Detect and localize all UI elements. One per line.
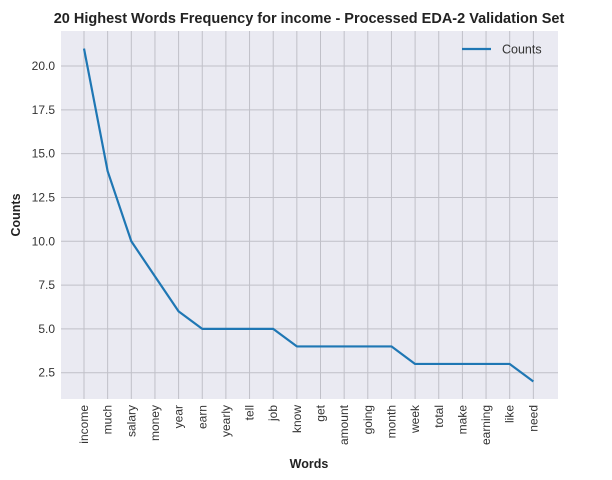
gridlines xyxy=(61,31,558,399)
x-tick-label: earning xyxy=(479,405,493,445)
y-tick-label: 17.5 xyxy=(32,103,56,117)
x-tick-label: salary xyxy=(124,405,138,437)
x-tick-label: yearly xyxy=(219,405,233,437)
legend-label: Counts xyxy=(502,43,542,57)
y-tick-label: 15.0 xyxy=(32,147,56,161)
plot-area xyxy=(61,31,558,399)
series-line xyxy=(82,48,535,383)
x-tick-label: money xyxy=(148,405,162,441)
y-axis-label: Counts xyxy=(9,193,23,236)
x-tick-label: going xyxy=(361,405,375,434)
x-tick-label: make xyxy=(455,405,469,435)
x-tick-label: tell xyxy=(243,405,257,420)
series-layer xyxy=(82,48,535,383)
y-tick-label: 12.5 xyxy=(32,190,56,204)
x-tick-label: month xyxy=(384,405,398,438)
chart-title: 20 Highest Words Frequency for income - … xyxy=(54,11,565,27)
x-tick-label: know xyxy=(290,405,304,433)
x-axis-ticks: income much salary money year earn yearly tell j… xyxy=(77,404,540,445)
x-tick-label: week xyxy=(408,404,422,434)
x-tick-label: get xyxy=(314,404,328,421)
x-tick-label: earn xyxy=(195,405,209,429)
x-tick-label: job xyxy=(266,405,280,422)
y-tick-label: 5.0 xyxy=(38,322,55,336)
x-tick-label: much xyxy=(101,405,115,434)
y-tick-label: 10.0 xyxy=(32,234,56,248)
x-tick-label: amount xyxy=(337,404,351,445)
y-tick-label: 7.5 xyxy=(38,278,55,292)
x-tick-label: year xyxy=(172,405,186,428)
x-axis-label: Words xyxy=(290,457,329,471)
x-tick-label: need xyxy=(526,405,540,432)
y-axis-ticks: 2.5 5.0 7.5 10.0 12.5 15.0 17.5 20.0 xyxy=(32,59,56,380)
y-tick-label: 20.0 xyxy=(32,59,56,73)
y-tick-label: 2.5 xyxy=(38,366,55,380)
legend: Counts xyxy=(462,43,542,57)
x-tick-label: total xyxy=(432,405,446,428)
x-tick-label: like xyxy=(503,405,517,423)
x-tick-label: income xyxy=(77,405,91,444)
